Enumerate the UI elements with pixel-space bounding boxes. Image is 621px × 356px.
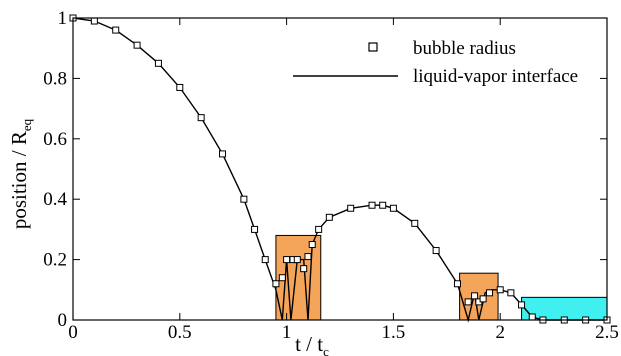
bubble-radius-point-9 — [251, 225, 259, 233]
bubble-radius-point-25 — [411, 219, 419, 227]
bubble-radius-point-31 — [479, 295, 487, 303]
bubble-radius-point-35 — [518, 301, 526, 309]
x-tick-label-5: 2.5 — [595, 322, 619, 343]
x-tick-label-3: 1.5 — [382, 322, 406, 343]
bubble-radius-point-10 — [261, 256, 269, 264]
bubble-radius-point-8 — [240, 195, 248, 203]
y-tick-label-5: 1 — [58, 8, 68, 29]
bubble-radius-point-28 — [464, 298, 472, 306]
y-tick-label-2: 0.4 — [43, 189, 67, 210]
bubble-radius-point-33 — [496, 286, 504, 294]
bubble-radius-point-11 — [272, 280, 280, 288]
bubble-radius-point-2 — [112, 26, 120, 34]
y-tick-label-3: 0.6 — [43, 129, 67, 150]
interface-line-layer — [72, 17, 607, 323]
bubble-radius-point-5 — [176, 83, 184, 91]
x-tick-label-2: 1 — [282, 322, 292, 343]
legend-label-interface: liquid-vapor interface — [413, 66, 578, 87]
y-tick-label-4: 0.8 — [43, 68, 67, 89]
bubble-radius-point-13 — [283, 256, 291, 264]
bubble-radius-point-3 — [133, 41, 141, 49]
x-tick-label-1: 0.5 — [168, 322, 192, 343]
shaded-regions — [275, 234, 608, 321]
bubble-radius-point-24 — [389, 204, 397, 212]
legend-marker-square — [368, 42, 378, 52]
bubble-radius-point-34 — [507, 289, 515, 297]
plot-frame — [72, 17, 608, 321]
bubble-radius-point-29 — [471, 292, 479, 300]
legend: bubble radius liquid-vapor interface — [293, 38, 578, 87]
x-tick-label-0: 0 — [68, 322, 78, 343]
bubble-radius-point-22 — [368, 201, 376, 209]
bubble-radius-point-20 — [325, 213, 333, 221]
axis-ticks — [72, 17, 608, 321]
bubble-radius-point-12 — [278, 274, 286, 282]
bubble-radius-point-17 — [304, 253, 312, 261]
bubble-radius-point-18 — [308, 241, 316, 248]
shaded-region-2 — [459, 272, 499, 321]
bubble-radius-point-32 — [486, 289, 494, 297]
x-axis-label: t / tc — [295, 332, 329, 356]
bubble-radius-point-26 — [432, 247, 440, 255]
bubble-radius-point-21 — [347, 204, 355, 212]
y-axis-label: position / Req — [7, 118, 34, 229]
bubble-radius-point-1 — [90, 17, 98, 25]
x-tick-label-4: 2 — [495, 322, 505, 343]
legend-label-bubble-radius: bubble radius — [413, 38, 516, 59]
bubble-radius-point-23 — [379, 201, 387, 209]
bubble-radius-point-27 — [453, 280, 461, 288]
y-tick-label-1: 0.2 — [43, 250, 67, 271]
bubble-radius-point-4 — [154, 59, 162, 67]
bubble-radius-point-6 — [197, 114, 205, 122]
series-liquid-vapor-interface — [72, 17, 607, 323]
bubble-radius-point-7 — [219, 150, 227, 158]
bubble-radius-point-36 — [528, 313, 536, 321]
bubble-radius-point-16 — [300, 265, 308, 273]
radius-marker-layer — [69, 14, 611, 324]
y-tick-label-0: 0 — [58, 310, 68, 331]
bubble-radius-point-19 — [315, 225, 323, 233]
bubble-radius-point-15 — [293, 256, 301, 264]
tick-labels: 0 0.5 1 1.5 2 2.5 0 0.2 0.4 0.6 0.8 1 — [43, 8, 619, 343]
